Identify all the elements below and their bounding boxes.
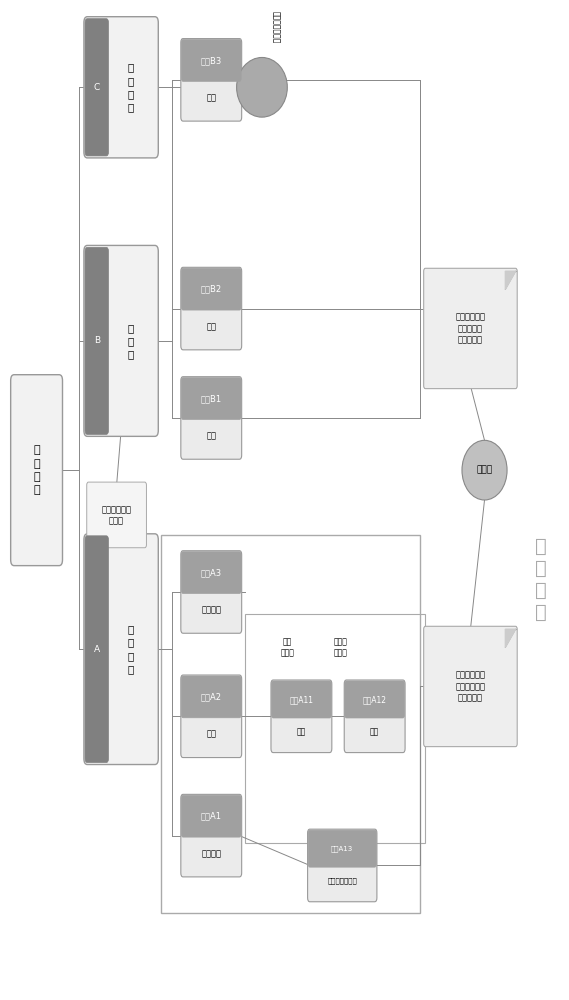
FancyBboxPatch shape (271, 681, 331, 718)
Text: 非终结功能接口: 非终结功能接口 (271, 11, 281, 44)
Text: 删除: 删除 (206, 93, 216, 102)
Polygon shape (505, 271, 516, 289)
FancyBboxPatch shape (182, 378, 241, 419)
Text: 三维
相互性: 三维 相互性 (281, 637, 294, 657)
Text: 功能B1: 功能B1 (201, 394, 222, 403)
Polygon shape (505, 629, 516, 647)
FancyBboxPatch shape (344, 680, 405, 753)
Text: 添加: 添加 (206, 431, 216, 440)
Text: C: C (94, 83, 100, 92)
Text: 对象A11: 对象A11 (290, 695, 314, 704)
FancyBboxPatch shape (85, 536, 109, 763)
Text: 修改: 修改 (206, 322, 216, 331)
Text: 功能A2: 功能A2 (201, 692, 222, 701)
Text: 接口: 接口 (297, 727, 306, 736)
FancyBboxPatch shape (182, 676, 241, 718)
Text: 对数据中的信
息影响，可
读、可写的: 对数据中的信 息影响，可 读、可写的 (455, 313, 485, 344)
FancyBboxPatch shape (84, 534, 158, 765)
FancyBboxPatch shape (424, 268, 517, 389)
Text: 相应的信息发
生改变: 相应的信息发 生改变 (102, 505, 131, 525)
Text: 功能B3: 功能B3 (201, 56, 222, 65)
Text: 三维显示: 三维显示 (201, 605, 221, 614)
Text: 三
维
视
图: 三 维 视 图 (33, 445, 40, 495)
Text: A: A (94, 645, 100, 654)
Text: 在三维
中显示: 在三维 中显示 (334, 637, 348, 657)
Text: 对设备的拓扑图: 对设备的拓扑图 (327, 878, 357, 884)
FancyBboxPatch shape (271, 680, 332, 753)
FancyBboxPatch shape (181, 377, 242, 459)
FancyBboxPatch shape (181, 39, 242, 121)
Text: 定
制
功
能: 定 制 功 能 (127, 63, 134, 112)
FancyBboxPatch shape (181, 675, 242, 758)
Text: 对象A13: 对象A13 (331, 845, 353, 852)
FancyBboxPatch shape (182, 40, 241, 81)
FancyBboxPatch shape (424, 626, 517, 747)
FancyBboxPatch shape (84, 17, 158, 158)
FancyBboxPatch shape (181, 794, 242, 877)
FancyBboxPatch shape (86, 482, 146, 548)
Bar (160, 535, 420, 913)
Text: 播放: 播放 (206, 730, 216, 739)
Bar (245, 614, 426, 843)
FancyBboxPatch shape (11, 375, 63, 566)
Ellipse shape (462, 440, 507, 500)
Text: 数
据
驱
动: 数 据 驱 动 (535, 537, 547, 622)
Ellipse shape (237, 57, 287, 117)
FancyBboxPatch shape (181, 267, 242, 350)
FancyBboxPatch shape (182, 268, 241, 310)
Text: 与数据库进行
信息影响，可
读、可写的: 与数据库进行 信息影响，可 读、可写的 (455, 671, 485, 702)
FancyBboxPatch shape (345, 681, 405, 718)
FancyBboxPatch shape (182, 552, 241, 593)
Text: 可
编
辑: 可 编 辑 (127, 323, 134, 359)
Text: 功能A3: 功能A3 (201, 568, 222, 577)
FancyBboxPatch shape (85, 247, 109, 434)
Text: 对象A12: 对象A12 (362, 695, 387, 704)
Text: 功能B2: 功能B2 (201, 285, 222, 294)
FancyBboxPatch shape (308, 830, 376, 867)
Text: 信息面板: 信息面板 (201, 849, 221, 858)
FancyBboxPatch shape (308, 829, 377, 902)
Text: 数据层: 数据层 (476, 466, 493, 475)
Text: B: B (94, 336, 100, 345)
Text: 功能A1: 功能A1 (201, 812, 222, 821)
FancyBboxPatch shape (85, 19, 109, 156)
FancyBboxPatch shape (181, 551, 242, 633)
Text: 属性: 属性 (370, 727, 380, 736)
FancyBboxPatch shape (84, 245, 158, 436)
FancyBboxPatch shape (182, 795, 241, 837)
Text: 不
可
编
辑: 不 可 编 辑 (127, 624, 134, 674)
